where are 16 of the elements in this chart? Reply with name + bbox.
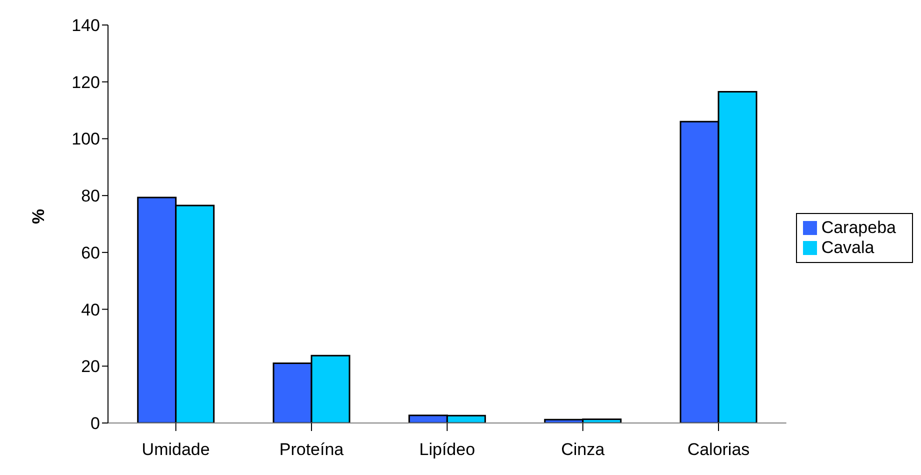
y-tick-label: 120 — [72, 72, 100, 92]
y-tick-label: 80 — [81, 186, 100, 206]
x-tick-label: Calorias — [687, 440, 750, 460]
y-tick-label: 60 — [81, 243, 100, 262]
y-axis-title: % — [29, 208, 48, 224]
y-tick-label: 140 — [72, 16, 100, 36]
y-tick-label: 20 — [81, 357, 100, 376]
y-tick-label: 100 — [72, 130, 100, 149]
x-tick-label: Proteína — [279, 440, 344, 460]
legend-label: Cavala — [821, 238, 874, 256]
x-tick-label: Lipídeo — [419, 440, 476, 460]
legend-label: Carapeba — [821, 218, 896, 236]
x-tick-label: Umidade — [142, 440, 210, 460]
y-tick-label: 0 — [90, 414, 100, 434]
y-tick-label: 40 — [81, 300, 100, 320]
x-tick-label: Cinza — [561, 440, 606, 460]
